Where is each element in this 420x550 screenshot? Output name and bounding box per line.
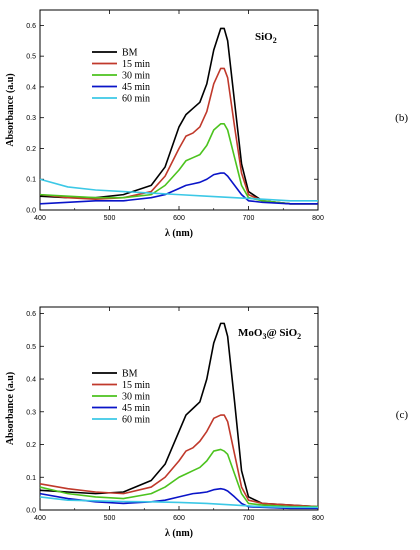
series-line-30-min <box>39 448 318 508</box>
x-tick-label: 400 <box>34 515 46 522</box>
y-tick-label: 0.0 <box>26 508 36 515</box>
title-subscript: 2 <box>273 36 277 45</box>
x-tick-label: 500 <box>104 215 116 222</box>
series-line-BM <box>39 27 318 205</box>
x-tick-label: 800 <box>312 515 324 522</box>
y-tick-label: 0.6 <box>26 311 36 318</box>
x-tick-label: 600 <box>173 215 185 222</box>
legend-label: 15 min <box>122 380 150 391</box>
y-tick-label: 0.5 <box>26 54 36 61</box>
y-tick-label: 0.1 <box>26 475 36 482</box>
panel-c: 400 500 600 700 800 0.0 0.1 0.2 0.3 0.4 0.5 0.6 λ (n… <box>5 306 409 539</box>
title-subscript: 3 <box>262 332 266 341</box>
y-tick-label: 0.2 <box>26 146 36 153</box>
title-subscript: 2 <box>297 332 301 341</box>
y-tick-label: 0.0 <box>26 208 36 215</box>
y-tick-label: 0.3 <box>26 409 36 416</box>
x-axis-title: λ (nm) <box>165 528 193 539</box>
series-line-30-min <box>39 123 318 205</box>
x-axis-title: λ (nm) <box>165 228 193 239</box>
legend-label: BM <box>122 48 138 59</box>
x-tick-label: 600 <box>173 515 185 522</box>
y-tick-label: 0.4 <box>26 84 36 91</box>
y-tick-label: 0.4 <box>26 377 36 384</box>
panel-label: (b) <box>395 112 408 124</box>
panel-title: MoO3@ SiO2 <box>238 327 301 341</box>
series-line-60-min <box>39 496 318 509</box>
y-axis-title: Absorbance (a.u) <box>5 73 16 146</box>
x-tick-label: 700 <box>243 215 255 222</box>
y-tick-label: 0.5 <box>26 344 36 351</box>
y-tick-label: 0.2 <box>26 442 36 449</box>
series-line-15-min <box>39 414 319 508</box>
legend-label: BM <box>122 369 138 380</box>
x-tick-label: 700 <box>243 515 255 522</box>
panel-title: SiO2 <box>255 31 277 45</box>
legend-label: 30 min <box>122 71 150 82</box>
legend-label: 60 min <box>122 415 150 426</box>
series-line-15-min <box>39 67 318 205</box>
title-text: MoO <box>238 327 263 339</box>
legend-label: 15 min <box>122 59 150 70</box>
x-tick-label: 800 <box>312 215 324 222</box>
title-text: @ SiO <box>266 327 297 339</box>
legend-label: 30 min <box>122 392 150 403</box>
panel-b: 400 500 600 700 800 0.0 0.1 0.2 0.3 0.4 0.5 0.6 λ (n… <box>5 9 408 239</box>
x-tick-label: 500 <box>104 515 116 522</box>
legend-label: 45 min <box>122 403 150 414</box>
y-tick-label: 0.1 <box>26 177 36 184</box>
y-tick-label: 0.6 <box>26 23 36 30</box>
x-tick-label: 400 <box>34 215 46 222</box>
series-line-60-min <box>39 178 318 202</box>
panel-label: (c) <box>396 409 409 421</box>
series-line-BM <box>39 322 319 508</box>
y-axis-title: Absorbance (a.u) <box>5 372 16 445</box>
legend-label: 45 min <box>122 82 150 93</box>
legend-label: 60 min <box>122 94 150 105</box>
title-text: SiO <box>255 31 273 43</box>
y-tick-label: 0.3 <box>26 115 36 122</box>
